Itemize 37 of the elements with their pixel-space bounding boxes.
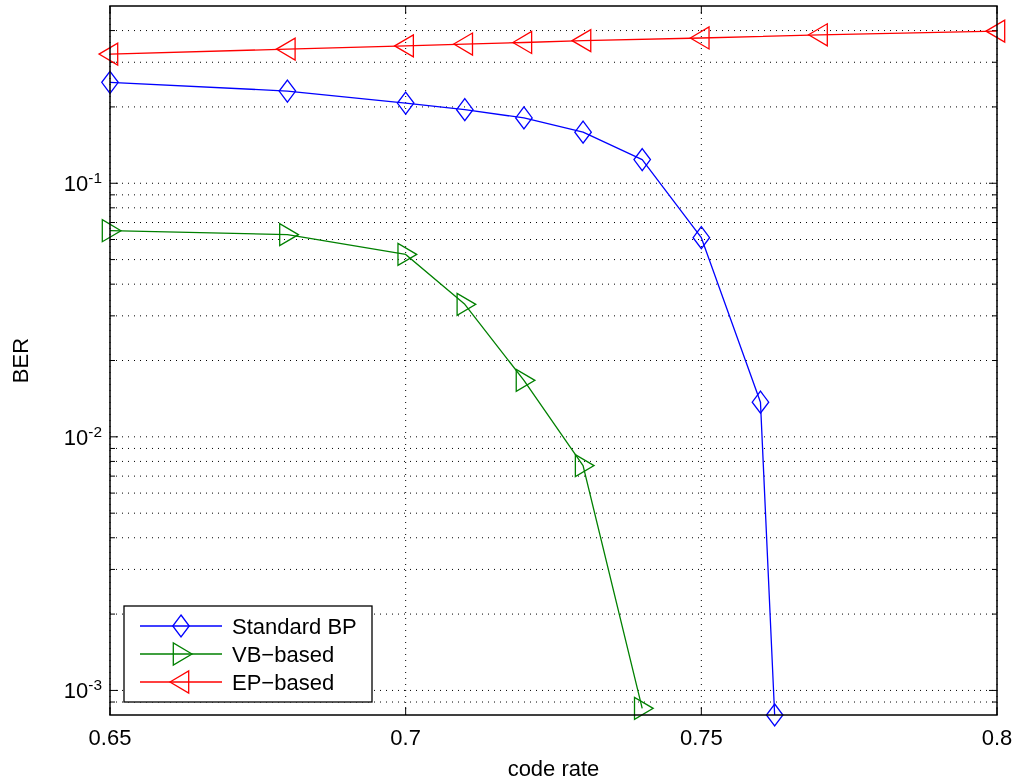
legend-label: Standard BP	[232, 614, 357, 639]
point	[515, 368, 536, 393]
point	[394, 34, 415, 58]
y-tick-label: 10$^{-3}$	[63, 675, 102, 704]
point	[765, 703, 784, 727]
legend-label: EP−based	[232, 670, 335, 695]
point	[574, 120, 592, 144]
point	[275, 37, 296, 61]
point	[512, 30, 533, 55]
y-axis-title: BER	[8, 337, 33, 384]
point	[396, 91, 415, 115]
point	[98, 42, 119, 66]
point	[571, 29, 592, 53]
point	[807, 23, 828, 47]
point	[689, 26, 710, 50]
legend-label: VB−based	[232, 642, 335, 667]
x-tick-label: 0.75	[679, 725, 723, 750]
y-tick-label: 10$^{-1}$	[63, 168, 102, 197]
point	[101, 70, 119, 94]
x-tick-label: 0.65	[88, 725, 132, 750]
point	[985, 19, 1006, 43]
point	[453, 32, 474, 56]
point	[515, 106, 533, 130]
point	[397, 242, 418, 267]
point	[633, 696, 654, 720]
point	[101, 219, 122, 243]
point	[455, 98, 474, 122]
y-tick-label: 10$^{-2}$	[63, 422, 102, 450]
point	[751, 390, 770, 414]
x-tick-label: 0.8	[981, 725, 1013, 750]
point	[278, 79, 297, 103]
point	[574, 453, 595, 478]
point	[456, 292, 477, 316]
x-tick-label: 0.7	[390, 725, 421, 750]
point	[692, 226, 711, 250]
point	[633, 147, 652, 172]
x-axis-title: code rate	[507, 756, 600, 781]
